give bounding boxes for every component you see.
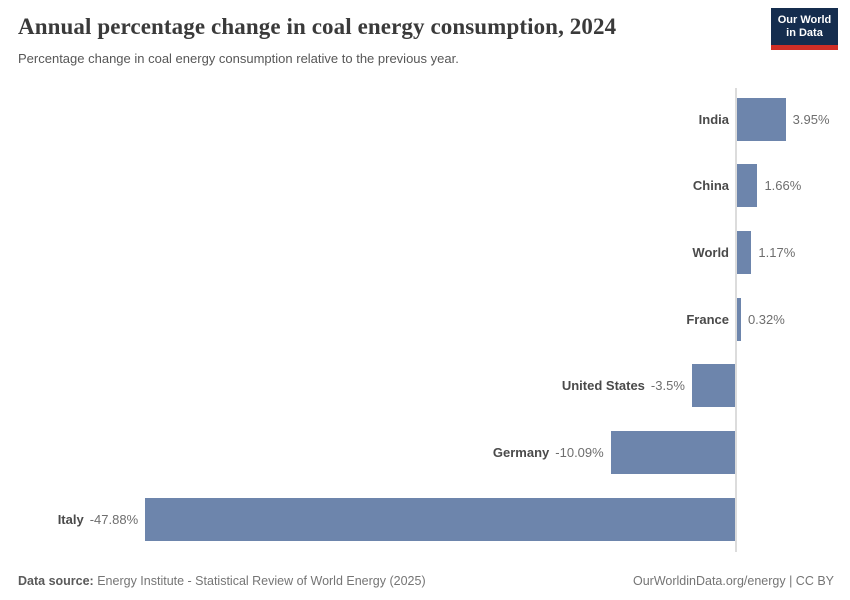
bar-china[interactable] — [737, 164, 758, 207]
entity-value-labels: Italy -47.88% — [58, 498, 138, 541]
entity-label: Italy — [57, 512, 84, 527]
bar-united-states[interactable] — [691, 364, 735, 407]
bar-india[interactable] — [737, 98, 786, 141]
entity-label: Germany — [492, 445, 550, 460]
value-label: -3.5% — [650, 378, 685, 393]
owid-logo-red-stripe — [771, 45, 838, 50]
zero-axis-line — [735, 88, 737, 552]
owid-logo-line2: in Data — [786, 27, 823, 39]
value-label: 0.32% — [747, 312, 785, 327]
bar-germany[interactable] — [610, 431, 735, 474]
value-label: 1.17% — [758, 245, 796, 260]
chart-footer: Data source: Energy Institute - Statisti… — [18, 574, 834, 588]
data-source-label: Data source: — [18, 574, 94, 588]
value-label: 3.95% — [792, 112, 830, 127]
bar-france[interactable] — [737, 298, 741, 341]
data-source-text: Energy Institute - Statistical Review of… — [97, 574, 426, 588]
owid-logo: Our World in Data — [771, 8, 838, 50]
chart-subtitle: Percentage change in coal energy consump… — [18, 51, 459, 66]
entity-label: United States — [561, 378, 645, 393]
footer-credit: OurWorldinData.org/energy | CC BY — [632, 574, 834, 588]
entity-label: China — [692, 178, 729, 193]
bar-world[interactable] — [737, 231, 752, 274]
bar-chart: India 3.95% China 1.66% World 1.17% France 0.32… — [0, 88, 850, 554]
bar-italy[interactable] — [145, 498, 735, 541]
data-source: Data source: Energy Institute - Statisti… — [18, 574, 426, 588]
chart-title: Annual percentage change in coal energy … — [18, 14, 617, 39]
entity-value-labels: United States -3.5% — [562, 364, 685, 407]
value-label: 1.66% — [764, 178, 802, 193]
entity-value-labels: Germany -10.09% — [493, 431, 604, 474]
entity-label: India — [698, 112, 729, 127]
value-label: -10.09% — [555, 445, 604, 460]
entity-label: World — [692, 245, 729, 260]
value-label: -47.88% — [89, 512, 139, 527]
owid-logo-line1: Our World — [777, 14, 832, 26]
entity-label: France — [686, 312, 729, 327]
owid-logo-text: Our World in Data — [771, 8, 838, 45]
